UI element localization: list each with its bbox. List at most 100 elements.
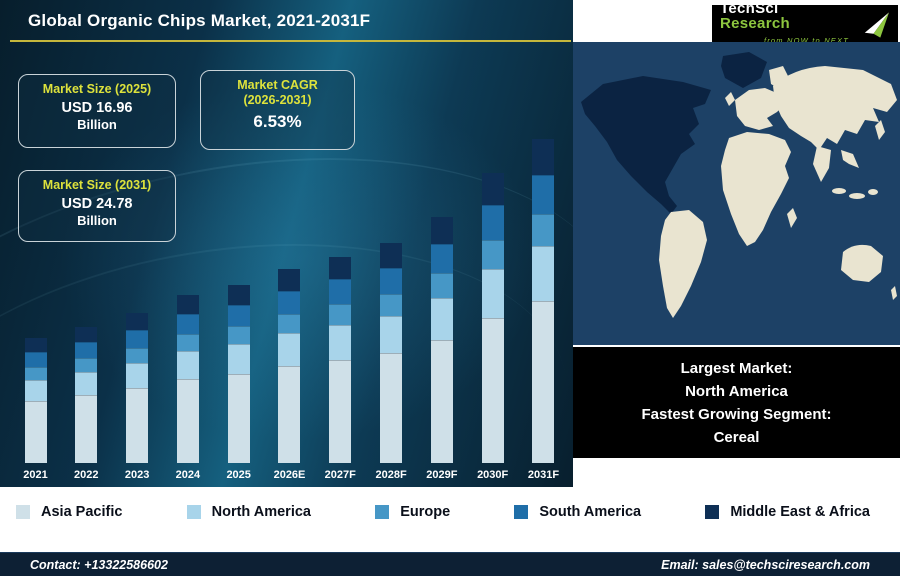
footer-bar: Contact: +13322586602 Email: sales@techs… bbox=[0, 552, 900, 576]
chart-panel: Global Organic Chips Market, 2021-2031F … bbox=[0, 0, 573, 487]
bar-segment-europe bbox=[481, 240, 504, 269]
legend-swatch-icon bbox=[186, 505, 201, 519]
bar-segment-asia-pacific bbox=[227, 374, 250, 463]
x-axis-label: 2031F bbox=[527, 469, 560, 481]
bar-segment-south-america bbox=[75, 342, 98, 358]
legend-label: Asia Pacific bbox=[41, 504, 123, 520]
bar-segment-europe bbox=[24, 367, 47, 380]
bar-segment-asia-pacific bbox=[329, 360, 352, 463]
bar-segment-middle-east-africa bbox=[24, 338, 47, 352]
bar-segment-south-america bbox=[227, 305, 250, 326]
legend-item: South America bbox=[514, 504, 641, 520]
stacked-bar bbox=[380, 243, 403, 463]
bar-segment-europe bbox=[329, 304, 352, 325]
legend-swatch-icon bbox=[16, 505, 30, 519]
bar-column: 2031F bbox=[520, 139, 567, 481]
legend-label: Europe bbox=[400, 504, 451, 520]
bar-segment-asia-pacific bbox=[176, 379, 199, 463]
bar-segment-europe bbox=[278, 314, 301, 333]
bar-segment-north-america bbox=[481, 269, 504, 318]
bar-segment-middle-east-africa bbox=[532, 139, 555, 175]
bar-segment-south-america bbox=[176, 314, 199, 334]
bar-segment-south-america bbox=[430, 244, 453, 273]
bar-segment-south-america bbox=[329, 279, 352, 304]
bar-segment-europe bbox=[532, 214, 555, 246]
bar-segment-europe bbox=[430, 273, 453, 298]
bar-segment-asia-pacific bbox=[430, 340, 453, 463]
bar-segment-middle-east-africa bbox=[75, 327, 98, 342]
legend-item: Europe bbox=[375, 504, 450, 520]
stacked-bar bbox=[278, 269, 301, 463]
bar-segment-north-america bbox=[176, 351, 199, 379]
bar-segment-south-america bbox=[24, 352, 47, 367]
bar-segment-south-america bbox=[481, 205, 504, 240]
legend-swatch-icon bbox=[514, 505, 529, 519]
bar-segment-europe bbox=[227, 326, 250, 344]
bar-segment-middle-east-africa bbox=[227, 285, 250, 305]
bar-segment-asia-pacific bbox=[126, 388, 149, 463]
stacked-bar bbox=[75, 327, 98, 463]
callout-market-size-2025: Market Size (2025) USD 16.96 Billion bbox=[18, 74, 176, 148]
bar-segment-middle-east-africa bbox=[329, 257, 352, 279]
callout-market-cagr: Market CAGR (2026-2031) 6.53% bbox=[200, 70, 355, 150]
callout-label: Market CAGR bbox=[237, 78, 318, 92]
bar-segment-north-america bbox=[278, 333, 301, 366]
stacked-bar bbox=[481, 173, 504, 463]
legend-label: Middle East & Africa bbox=[730, 504, 870, 520]
legend-item: Asia Pacific bbox=[16, 504, 122, 520]
bar-segment-south-america bbox=[278, 291, 301, 314]
world-map bbox=[573, 42, 900, 345]
legend-label: North America bbox=[211, 504, 311, 520]
bar-segment-asia-pacific bbox=[380, 353, 403, 463]
bar-segment-asia-pacific bbox=[481, 318, 504, 463]
x-axis-label: 2028F bbox=[375, 469, 407, 481]
logo-tagline: from NOW to NEXT bbox=[763, 36, 849, 45]
logo-brand-secondary: Research bbox=[720, 15, 790, 32]
stacked-bar bbox=[430, 217, 453, 463]
bar-column: 2028F bbox=[368, 243, 415, 481]
stacked-bar bbox=[24, 338, 47, 463]
callout-label: Market Size (2031) bbox=[42, 178, 152, 192]
bar-column: 2023 bbox=[114, 313, 161, 481]
x-axis-label: 2027F bbox=[324, 469, 356, 481]
page-title: Global Organic Chips Market, 2021-2031F bbox=[28, 11, 371, 30]
bar-segment-middle-east-africa bbox=[380, 243, 403, 268]
legend-item: Middle East & Africa bbox=[705, 504, 870, 520]
bar-segment-middle-east-africa bbox=[176, 295, 199, 314]
world-map-image bbox=[573, 42, 900, 345]
bar-segment-north-america bbox=[24, 380, 47, 401]
info-line: Fastest Growing Segment: bbox=[641, 405, 832, 423]
info-line: Largest Market: bbox=[680, 359, 793, 377]
bar-segment-asia-pacific bbox=[24, 401, 47, 463]
callout-unit: Billion bbox=[77, 213, 117, 228]
callout-label: Market Size (2025) bbox=[42, 82, 152, 96]
logo-arrow-icon bbox=[864, 11, 890, 38]
legend-label: South America bbox=[539, 504, 642, 520]
legend-item: North America bbox=[186, 504, 311, 520]
callout-value: 6.53% bbox=[253, 112, 302, 131]
x-axis-label: 2021 bbox=[23, 469, 48, 481]
callout-label: (2026-2031) bbox=[243, 93, 312, 107]
callout-unit: Billion bbox=[77, 117, 117, 132]
x-axis-label: 2022 bbox=[74, 469, 99, 481]
title-underline bbox=[10, 40, 571, 42]
bar-segment-middle-east-africa bbox=[278, 269, 301, 291]
stacked-bar bbox=[329, 257, 352, 463]
bar-segment-europe bbox=[176, 334, 199, 351]
bar-segment-north-america bbox=[227, 344, 250, 374]
info-line: North America bbox=[685, 382, 788, 400]
bar-column: 2025 bbox=[215, 285, 262, 481]
x-axis-label: 2029F bbox=[426, 469, 458, 481]
bar-segment-north-america bbox=[126, 363, 149, 388]
bar-segment-middle-east-africa bbox=[481, 173, 504, 205]
stacked-bar bbox=[532, 139, 555, 463]
bar-segment-middle-east-africa bbox=[430, 217, 453, 244]
legend: Asia Pacific North America Europe South Ame… bbox=[0, 487, 900, 537]
logo-wordmark: TechSci Research bbox=[720, 1, 849, 31]
x-axis-label: 2026E bbox=[273, 469, 306, 481]
bar-column: 2027F bbox=[317, 257, 364, 481]
x-axis-label: 2030F bbox=[477, 469, 509, 481]
bar-segment-asia-pacific bbox=[532, 301, 555, 463]
x-axis-label: 2025 bbox=[226, 469, 251, 481]
footer-email: Email: sales@techsciresearch.com bbox=[661, 557, 870, 572]
